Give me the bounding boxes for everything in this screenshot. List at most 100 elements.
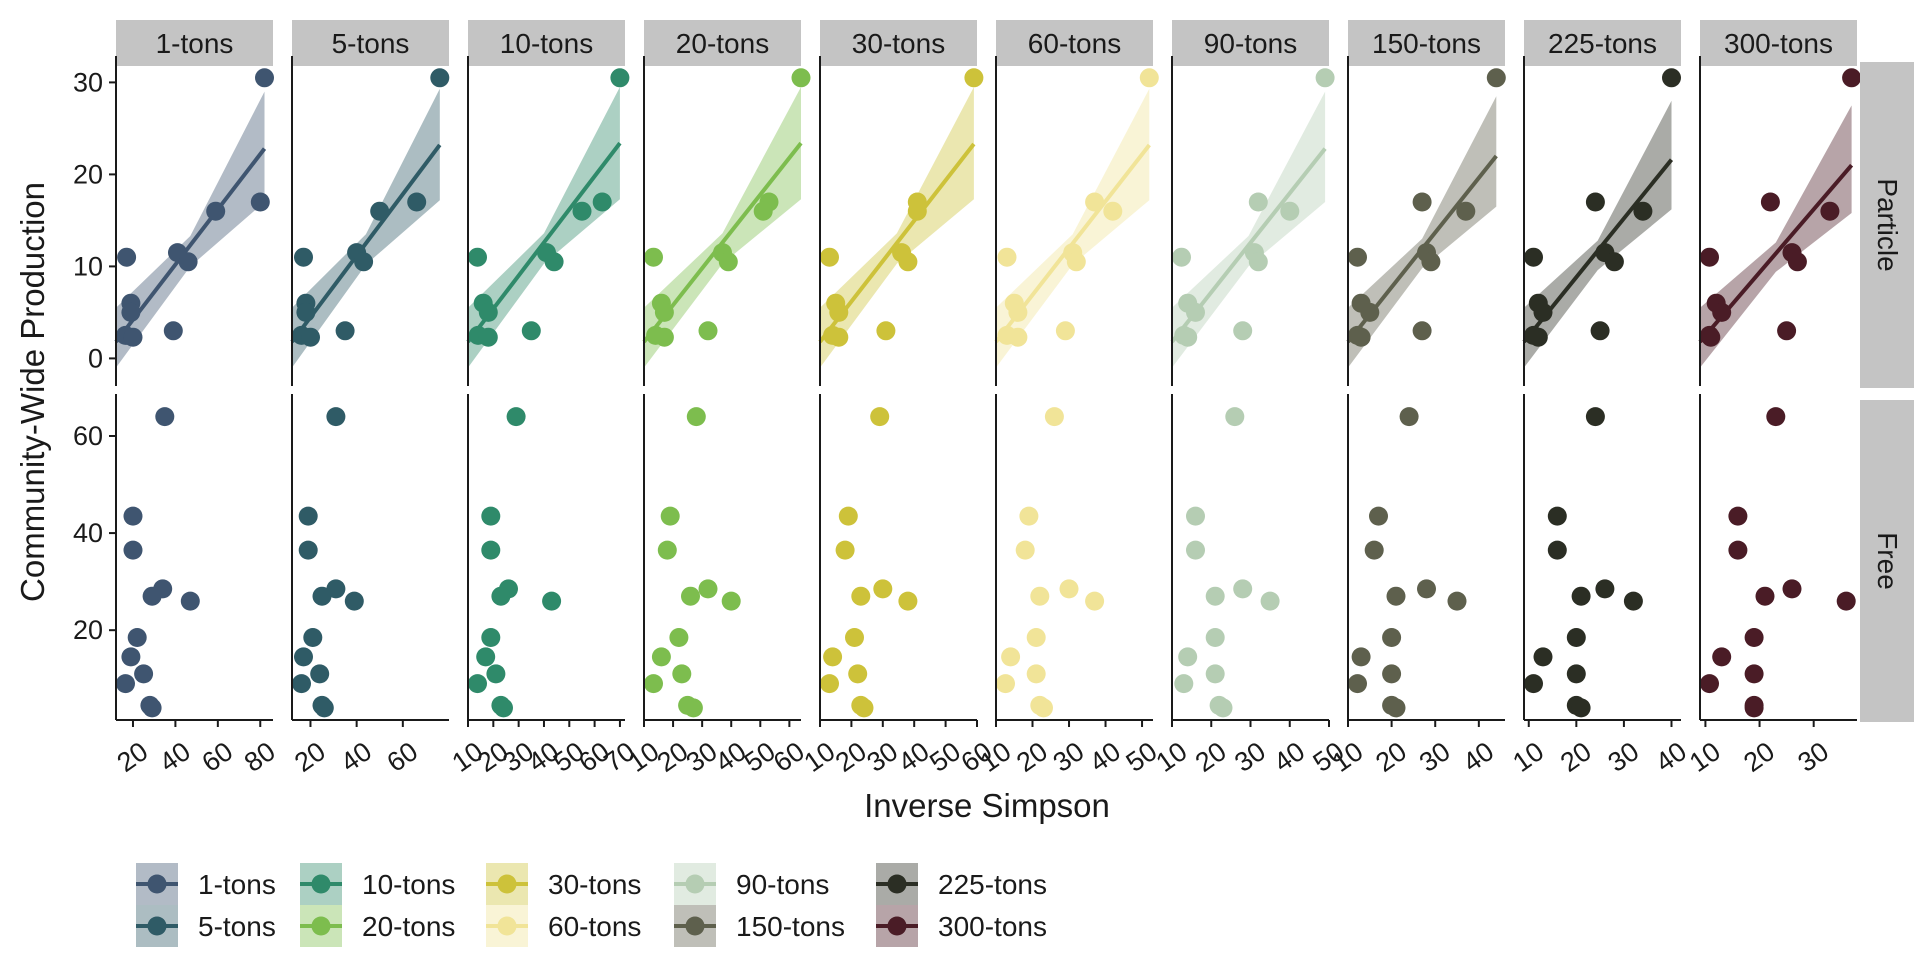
data-point [854, 698, 874, 718]
data-point [1533, 302, 1553, 322]
data-point [1547, 540, 1567, 560]
data-point [294, 247, 313, 267]
legend-item-150-tons: 150-tons [674, 905, 845, 947]
data-point [1186, 302, 1205, 322]
data-point [1447, 591, 1467, 611]
data-point [686, 407, 706, 427]
data-point [1412, 321, 1432, 341]
x-tick-label: 30 [1414, 736, 1456, 778]
data-point [1351, 647, 1371, 667]
panel-150-tons-free: 10 20 30 40 [1327, 394, 1505, 778]
data-point [407, 192, 427, 212]
data-point [1055, 321, 1075, 341]
data-point [478, 327, 498, 347]
strip-1-tons [116, 20, 273, 66]
data-point [1712, 302, 1732, 322]
data-point [542, 591, 562, 611]
strip-225-tons [1524, 20, 1681, 66]
confidence-band-30-tons [820, 87, 974, 368]
data-point [491, 586, 511, 606]
legend-item-20-tons: 20-tons [300, 905, 455, 947]
data-point [1085, 192, 1105, 212]
legend-label: 10-tons [362, 869, 455, 900]
y-tick-label: 60 [73, 421, 103, 451]
data-point [1604, 252, 1624, 272]
strip-20-tons [644, 20, 801, 66]
data-point [1360, 302, 1380, 322]
data-point [1001, 647, 1021, 667]
x-tick-label: 40 [1268, 736, 1310, 778]
data-point [1744, 628, 1764, 647]
data-point [142, 698, 162, 718]
data-point [1205, 586, 1225, 606]
data-point [718, 252, 738, 272]
data-point [848, 664, 868, 684]
data-point [326, 407, 346, 427]
data-point [644, 674, 663, 694]
data-point [1566, 628, 1586, 647]
legend-key-point [497, 874, 517, 894]
data-point [1623, 591, 1643, 611]
strip-label-90-tons: 90-tons [1204, 28, 1297, 59]
confidence-band-1-tons [116, 91, 265, 368]
data-point [1412, 192, 1432, 212]
legend-key-point [887, 916, 907, 936]
row-strip-particle [1860, 62, 1914, 388]
data-point [1186, 506, 1205, 526]
x-tick-label: 30 [1048, 736, 1090, 778]
data-point [1034, 698, 1053, 718]
data-point [1019, 506, 1039, 526]
panel-90-tons-particle [1170, 56, 1335, 386]
data-point [1205, 628, 1225, 647]
data-point [698, 321, 718, 341]
panel-column-300-tons: 300-tons 10 20 30 [1684, 20, 1862, 778]
data-point [996, 674, 1015, 694]
data-point [1015, 540, 1035, 560]
data-point [870, 407, 890, 427]
data-point [823, 647, 843, 667]
data-point [657, 540, 677, 560]
strip-90-tons [1172, 20, 1329, 66]
data-point [1364, 540, 1384, 560]
data-point [669, 628, 689, 647]
data-point [1186, 540, 1205, 560]
x-tick-label: 60 [381, 736, 423, 778]
x-tick-label: 40 [335, 736, 377, 778]
panel-10-tons-particle [466, 56, 630, 386]
legend-label: 20-tons [362, 911, 455, 942]
data-point [1103, 201, 1123, 221]
data-point [303, 628, 323, 647]
x-tick-label: 40 [1457, 736, 1499, 778]
data-point [1386, 698, 1406, 718]
x-axis-title: Inverse Simpson [864, 787, 1110, 824]
y-axis-title: Community-Wide Production [14, 182, 51, 602]
panel-column-5-tons: 5-tons 20 40 60 [289, 20, 450, 778]
legend-label: 90-tons [736, 869, 829, 900]
data-point [134, 664, 154, 684]
legend-item-5-tons: 5-tons [136, 905, 276, 947]
data-point [335, 321, 355, 341]
data-point [1456, 201, 1476, 221]
panel-5-tons-free: 20 40 60 [289, 394, 449, 778]
data-point [1777, 321, 1797, 341]
data-point [1571, 698, 1591, 718]
data-point [506, 407, 526, 427]
data-point [468, 674, 487, 694]
data-point [654, 302, 674, 322]
y-tick-label: 40 [73, 518, 103, 548]
data-point [660, 506, 680, 526]
data-point [572, 201, 592, 221]
data-point [829, 327, 849, 347]
data-point [672, 664, 692, 684]
panel-150-tons-particle [1346, 56, 1506, 386]
data-point [1008, 302, 1028, 322]
data-point [1744, 698, 1764, 718]
data-point [1030, 586, 1050, 606]
data-point [1399, 407, 1419, 427]
